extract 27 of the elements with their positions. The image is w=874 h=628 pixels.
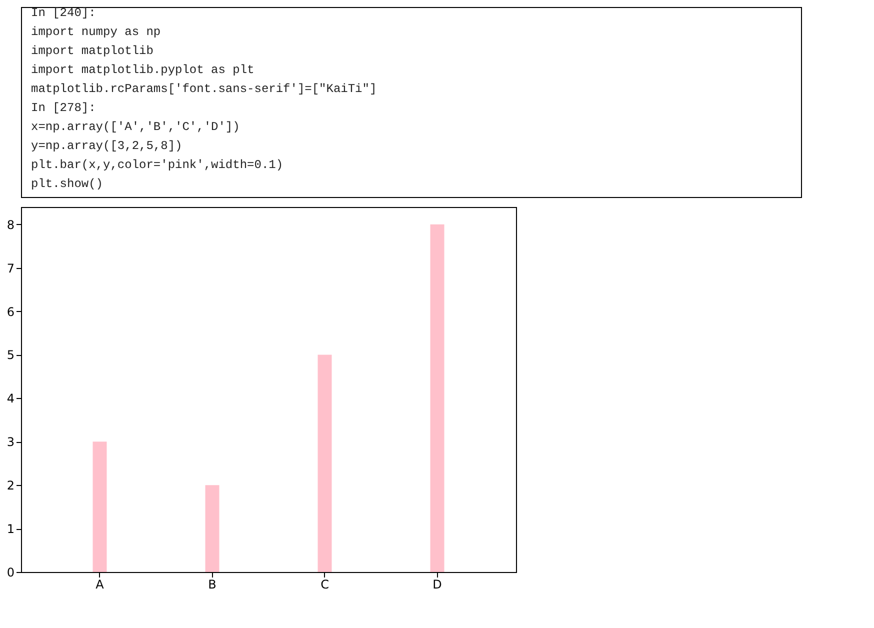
- y-tick-label: 2: [6, 478, 14, 493]
- text: x=np.array(['A','B','C','D']): [31, 120, 240, 134]
- y-tick-label: 4: [6, 392, 14, 406]
- text: matplotlib.rcParams['font.sans-serif']=["KaiTi"]: [31, 82, 377, 96]
- text: plt.show(): [31, 177, 104, 191]
- x-tick-label: B: [208, 578, 216, 592]
- y-tick-label: 8: [6, 218, 14, 232]
- text: In [278]:: [31, 101, 96, 115]
- bar: [205, 485, 220, 572]
- y-tick-label: 0: [6, 566, 14, 580]
- x-tick-label: D: [432, 578, 442, 592]
- y-tick-label: 6: [6, 304, 14, 319]
- y-tick-label: 7: [6, 261, 14, 276]
- x-tick-label: C: [320, 578, 329, 592]
- text: import matplotlib.pyplot as plt: [31, 63, 254, 77]
- text: import numpy as np: [31, 25, 161, 39]
- text: In [240]:: [31, 6, 96, 20]
- text: import matplotlib: [31, 44, 154, 58]
- y-tick-label: 1: [6, 522, 14, 536]
- x-tick-label: A: [96, 578, 105, 592]
- bar: [318, 354, 332, 572]
- y-tick-label: 3: [6, 435, 14, 450]
- bar: [430, 224, 444, 572]
- y-tick-label: 5: [6, 348, 14, 362]
- bar: [92, 442, 107, 572]
- text: y=np.array([3,2,5,8]): [31, 139, 182, 153]
- text: plt.bar(x,y,color='pink',width=0.1): [31, 158, 284, 172]
